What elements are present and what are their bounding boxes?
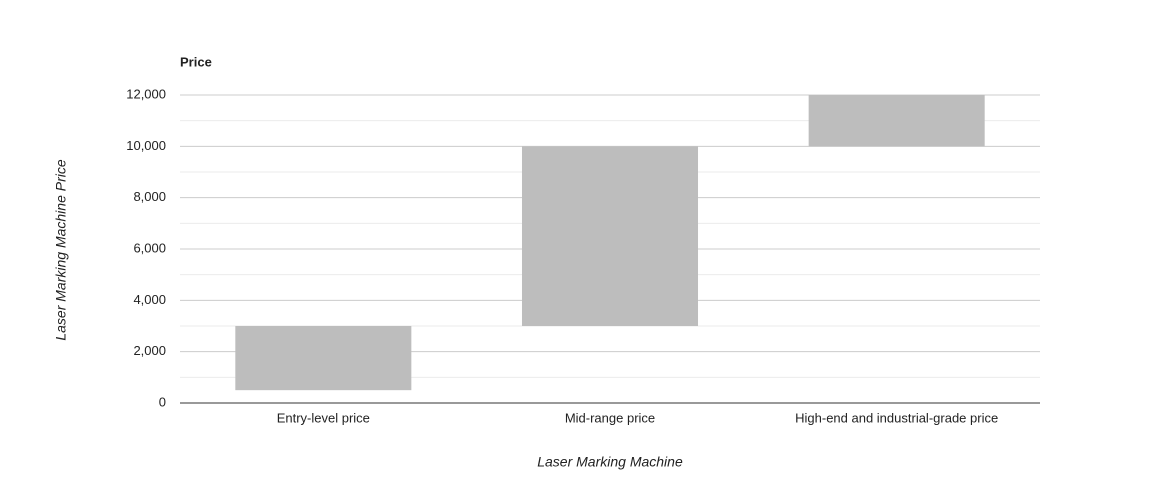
bar: [235, 326, 412, 391]
bar: [521, 146, 699, 326]
y-tick-label: 10,000: [126, 138, 166, 153]
y-tick-label: 12,000: [126, 86, 166, 101]
bar: [808, 95, 985, 147]
y-tick-label: 8,000: [133, 189, 166, 204]
chart-title: Price: [180, 54, 212, 69]
y-tick-label: 0: [159, 394, 166, 409]
x-tick-label: High-end and industrial-grade price: [795, 410, 998, 425]
y-tick-label: 4,000: [133, 292, 166, 307]
x-tick-label: Mid-range price: [565, 410, 655, 425]
y-tick-label: 6,000: [133, 240, 166, 255]
x-tick-label: Entry-level price: [277, 410, 370, 425]
y-tick-label: 2,000: [133, 343, 166, 358]
x-axis-title: Laser Marking Machine: [537, 454, 683, 470]
y-axis-title: Laser Marking Machine Price: [53, 159, 69, 341]
